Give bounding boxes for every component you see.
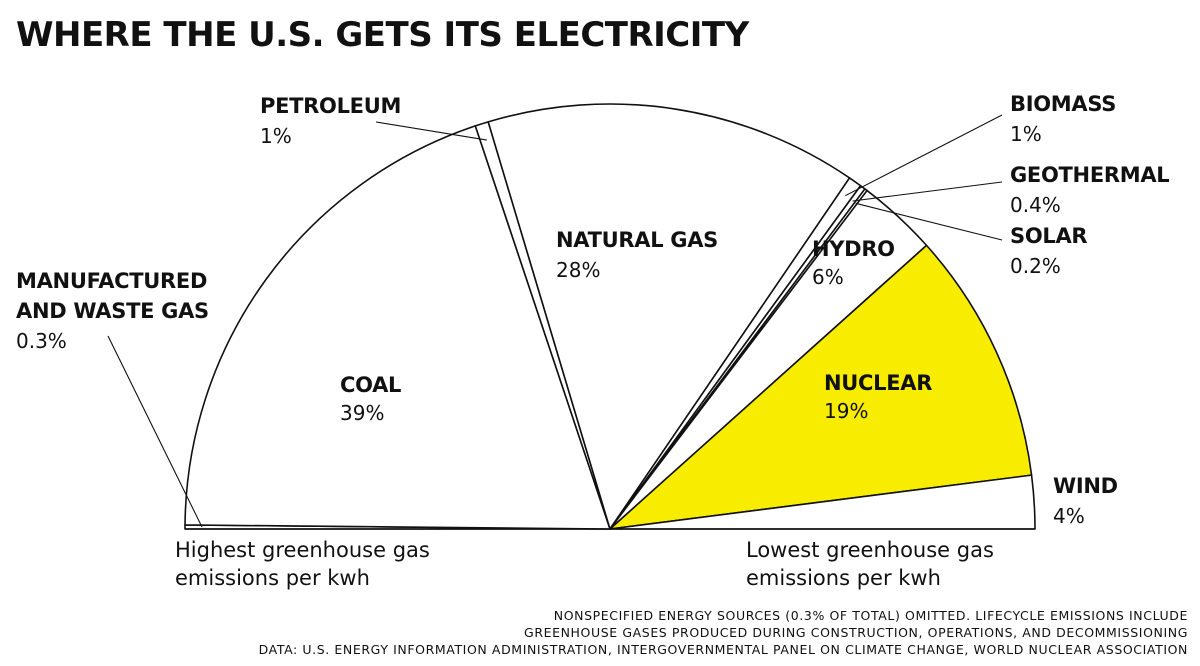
slice-value-petroleum: 1% xyxy=(260,124,292,148)
highest-emissions-line1: Highest greenhouse gas xyxy=(175,538,430,562)
slice-value-biomass: 1% xyxy=(1010,122,1042,146)
slice-name-hydro: HYDRO xyxy=(812,237,895,261)
footnotes: NONSPECIFIED ENERGY SOURCES (0.3% OF TOT… xyxy=(259,608,1188,657)
slice-label-coal: COAL 39% xyxy=(340,373,401,425)
highest-emissions-note: Highest greenhouse gas emissions per kwh xyxy=(175,538,430,590)
slice-name-wind: WIND xyxy=(1053,474,1118,498)
lowest-emissions-note: Lowest greenhouse gas emissions per kwh xyxy=(746,538,994,590)
leader-line-solar xyxy=(855,202,1003,241)
slice-label-geothermal: GEOTHERMAL 0.4% xyxy=(1010,163,1170,217)
slice-natural-gas xyxy=(487,103,851,530)
leader-line-biomass xyxy=(845,114,1003,197)
slice-name-manufactured-gas-line1: MANUFACTURED xyxy=(16,269,207,293)
slice-label-petroleum: PETROLEUM 1% xyxy=(260,94,401,148)
slice-name-nuclear: NUCLEAR xyxy=(824,371,932,395)
slice-label-nuclear: NUCLEAR 19% xyxy=(824,371,933,423)
footnote-line3: DATA: U.S. ENERGY INFORMATION ADMINISTRA… xyxy=(259,642,1188,657)
chart-title: WHERE THE U.S. GETS ITS ELECTRICITY xyxy=(16,15,750,55)
slice-value-manufactured-gas: 0.3% xyxy=(16,329,67,353)
pie-slices xyxy=(184,103,1036,530)
slice-name-biomass: BIOMASS xyxy=(1010,92,1116,116)
lowest-emissions-line1: Lowest greenhouse gas xyxy=(746,538,994,562)
lowest-emissions-line2: emissions per kwh xyxy=(746,566,941,590)
slice-label-wind: WIND 4% xyxy=(1053,474,1118,528)
slice-label-biomass: BIOMASS 1% xyxy=(1010,92,1116,146)
slice-value-geothermal: 0.4% xyxy=(1010,193,1061,217)
footnote-line2: GREENHOUSE GASES PRODUCED DURING CONSTRU… xyxy=(524,625,1188,640)
slice-value-solar: 0.2% xyxy=(1010,254,1061,278)
slice-label-manufactured-gas: MANUFACTURED AND WASTE GAS 0.3% xyxy=(16,269,209,353)
slice-value-hydro: 6% xyxy=(812,265,844,289)
slice-name-petroleum: PETROLEUM xyxy=(260,94,401,118)
slice-name-geothermal: GEOTHERMAL xyxy=(1010,163,1169,187)
slice-value-wind: 4% xyxy=(1053,504,1085,528)
slice-coal xyxy=(184,125,611,530)
slice-value-coal: 39% xyxy=(340,401,384,425)
slice-name-coal: COAL xyxy=(340,373,401,397)
leader-line-geothermal xyxy=(852,181,1003,202)
slice-name-solar: SOLAR xyxy=(1010,224,1087,248)
slice-label-natural-gas: NATURAL GAS 28% xyxy=(556,228,718,282)
highest-emissions-line2: emissions per kwh xyxy=(175,566,370,590)
slice-name-natural-gas: NATURAL GAS xyxy=(556,228,718,252)
slice-label-solar: SOLAR 0.2% xyxy=(1010,224,1088,278)
slice-value-natural-gas: 28% xyxy=(556,258,600,282)
footnote-line1: NONSPECIFIED ENERGY SOURCES (0.3% OF TOT… xyxy=(554,608,1188,623)
leader-line-petroleum xyxy=(375,121,487,141)
slice-nuclear xyxy=(609,244,1033,530)
slice-name-manufactured-gas-line2: AND WASTE GAS xyxy=(16,299,209,323)
leader-lines xyxy=(107,114,1003,528)
slice-value-nuclear: 19% xyxy=(824,399,868,423)
leader-line-manufactured-gas xyxy=(107,335,203,528)
slice-label-hydro: HYDRO 6% xyxy=(812,237,895,289)
